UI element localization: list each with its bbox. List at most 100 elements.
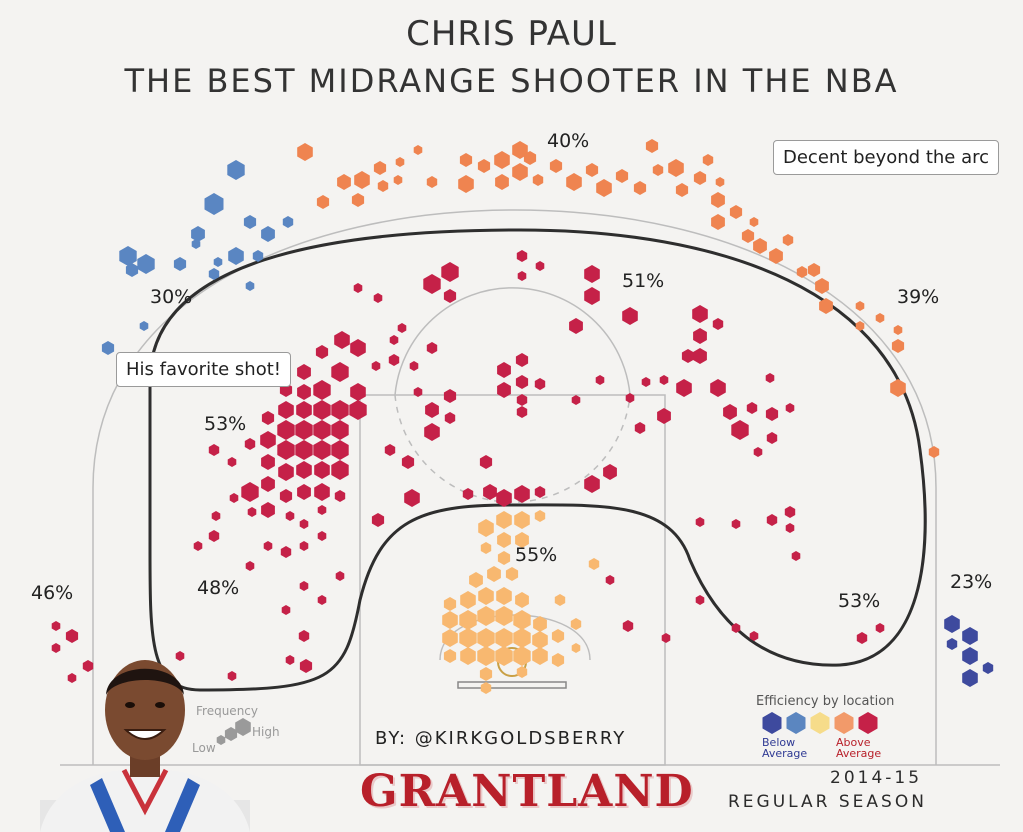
shot-hex [314,461,330,479]
shot-hex [469,572,483,588]
shot-hex [711,192,725,208]
shot-hex [334,490,346,502]
shot-hex [350,339,366,357]
shot-hex [389,335,399,345]
frequency-legend [216,718,251,745]
shot-hex [569,318,583,334]
shot-hex [316,195,330,209]
shot-hex [413,145,423,155]
shot-hex [282,216,294,228]
shot-hex [443,389,457,403]
shot-hex [702,154,714,166]
shot-hex [424,423,440,441]
shot-hex [516,406,528,418]
shot-hex [208,444,220,456]
shot-hex [856,632,868,644]
shot-hex [731,623,741,633]
zone-label-left-elbow: 53% [204,413,247,435]
shot-hex [459,610,477,630]
shot-hex [746,402,758,414]
shot-hex [693,171,707,185]
shot-hex [137,254,155,274]
shot-hex [261,476,275,492]
zone-label-right-wing: 39% [897,286,940,308]
shot-hex [139,321,149,331]
shot-hex [769,248,783,264]
shot-hex [228,247,244,265]
shot-hex [299,659,313,673]
shot-hex [204,193,224,215]
shot-hex [641,377,651,387]
shot-hex [227,671,237,681]
shot-hex [753,238,767,254]
shot-hex [354,171,370,189]
shot-hex [692,305,708,323]
shot-hex [313,400,331,420]
shot-hex [693,328,707,344]
shot-hex [495,646,513,666]
shot-hex [373,293,383,303]
shot-hex [241,482,259,502]
shot-hex [331,400,349,420]
shot-hex [622,307,638,325]
shot-hex [695,517,705,527]
shot-hex [213,257,223,267]
shot-hex [297,143,313,161]
shot-hex [397,323,407,333]
zone-label-right-baseline: 53% [838,590,881,612]
shot-hex [296,461,312,479]
shot-hex [261,411,275,425]
shot-hex [693,348,707,364]
shot-hex [247,507,257,517]
shot-hex [513,628,531,648]
shot-hex [516,250,528,262]
shot-hex [784,506,796,518]
shot-hex [855,321,865,331]
shot-hex [676,379,692,397]
shot-hex [277,420,295,440]
zone-label-restricted: 55% [515,544,558,566]
shot-hex [982,662,994,674]
shot-hex [584,287,600,305]
shot-hex [278,463,294,481]
shot-hex [299,581,309,591]
shot-hex [534,378,546,390]
shot-hex [875,313,885,323]
shot-hex [191,239,201,249]
shot-hex [460,647,476,665]
shot-hex [260,431,276,449]
player-photo [40,660,250,832]
shot-hex [317,505,327,515]
shot-hex [785,403,795,413]
shot-hex [497,382,511,398]
shot-hex [278,401,294,419]
shot-hex [496,489,512,507]
shot-hex [295,440,313,460]
shot-hex [229,493,239,503]
free-throw-circle-lower [394,394,631,503]
shot-hex [944,615,960,633]
shot-hex [785,523,795,533]
efficiency-swatch [786,712,806,734]
season-year: 2014-15 [830,768,923,788]
zone-label-left-wing: 30% [150,286,193,308]
shot-hex [675,183,689,197]
zone-label-right-corner: 23% [950,571,993,593]
shot-hex [331,362,349,382]
shot-hex [443,597,457,611]
shot-hex [668,159,684,177]
shot-hex [245,561,255,571]
shot-hex [371,361,381,371]
shot-hex [313,440,331,460]
shot-hex [208,268,220,280]
shot-hex [535,261,545,271]
shot-hex [313,420,331,440]
shot-hex [622,620,634,632]
shot-hex [337,174,351,190]
shot-hex [515,532,529,548]
shot-hex [695,595,705,605]
brand-logo: GRANTLAND [360,766,694,817]
shot-hex [413,387,423,397]
shot-hex [766,514,778,526]
